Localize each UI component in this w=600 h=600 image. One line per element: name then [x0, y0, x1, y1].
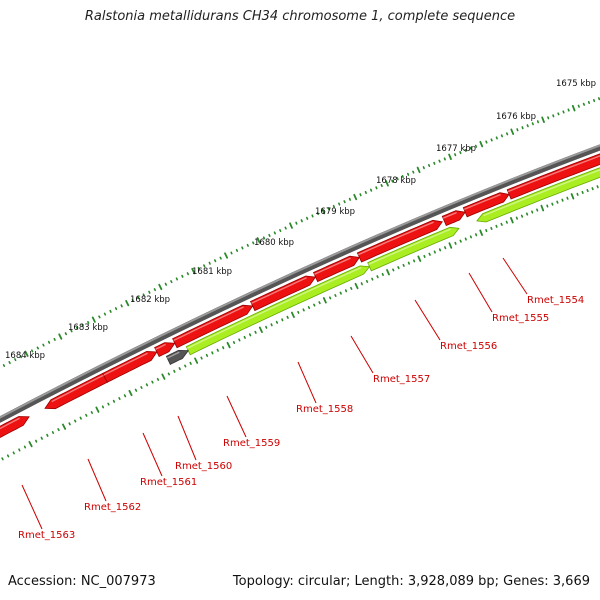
gene-label-rmet-1558: Rmet_1558: [296, 361, 353, 415]
gene-rmet-1555-body: [462, 192, 510, 218]
gene-rmet-1556-body: [441, 210, 466, 227]
gene-label-rmet-1563: Rmet_1563: [18, 484, 75, 541]
inner-ruler-ticks: [1, 185, 599, 461]
gene-label-text: Rmet_1554: [527, 295, 584, 306]
gene-label-rmet-1561: Rmet_1561: [140, 432, 197, 488]
ruler-label: 1684 kbp: [5, 351, 45, 361]
gene-rmet-1563-body: [0, 416, 30, 439]
accession-text: Accession: NC_007973: [8, 574, 156, 589]
gene-rmet-1561-body: [154, 342, 176, 358]
ruler-label: 1682 kbp: [130, 295, 170, 305]
gene-label-text: Rmet_1559: [223, 438, 280, 449]
reverse-strand-genes: [165, 167, 600, 365]
gene-reverse-a-body: [476, 167, 600, 223]
gene-rmet-1557-body: [356, 219, 444, 263]
forward-strand-genes: [0, 153, 600, 439]
gene-label-text: Rmet_1561: [140, 477, 197, 488]
ruler-label: 1680 kbp: [254, 238, 294, 248]
outer-tick-row: [2, 97, 600, 368]
gene-reverse-c-body: [185, 265, 371, 356]
ruler-label: 1677 kbp: [436, 144, 476, 154]
gene-rmet-1562b-body: [44, 372, 108, 410]
gene-label-rmet-1557: Rmet_1557: [350, 335, 430, 385]
gene-label-rmet-1554: Rmet_1554: [502, 257, 584, 306]
gene-label-text: Rmet_1558: [296, 404, 353, 415]
gene-rmet-1559-body: [249, 275, 317, 312]
topology-summary: Topology: circular; Length: 3,928,089 bp…: [232, 574, 590, 589]
outer-ruler-ticks: [2, 97, 600, 368]
gene-label-text: Rmet_1556: [440, 341, 497, 352]
gene-label-text: Rmet_1555: [492, 313, 549, 324]
gene-label-rmet-1556: Rmet_1556: [414, 299, 497, 352]
gene-rmet-1554-body: [506, 153, 600, 200]
gene-rmet-1558-body: [312, 255, 361, 283]
ruler-labels: 1675 kbp 1676 kbp 1677 kbp 1678 kbp 1679 kbp…: [5, 79, 596, 361]
gene-label-rmet-1560: Rmet_1560: [175, 415, 232, 472]
gene-rmet-1562-body: [102, 350, 158, 383]
ruler-label: 1679 kbp: [315, 207, 355, 217]
gene-label-text: Rmet_1563: [18, 530, 75, 541]
gene-labels: Rmet_1554 Rmet_1555 Rmet_1556 Rmet_1557 Rmet…: [18, 257, 584, 541]
ruler-label: 1675 kbp: [556, 79, 596, 89]
gene-label-rmet-1559: Rmet_1559: [223, 395, 280, 449]
gene-label-rmet-1555: Rmet_1555: [468, 272, 549, 324]
gene-reverse-b-body: [367, 226, 460, 272]
ruler-label: 1678 kbp: [376, 176, 416, 186]
gene-pseudo-body: [165, 349, 190, 365]
gene-label-text: Rmet_1557: [373, 374, 430, 385]
gene-label-rmet-1562: Rmet_1562: [84, 458, 141, 513]
map-title: Ralstonia metallidurans CH34 chromosome …: [84, 9, 516, 24]
ruler-label: 1681 kbp: [192, 267, 232, 277]
gene-rmet-1560-body: [172, 304, 254, 349]
backbone-arc: [0, 144, 600, 423]
gene-label-text: Rmet_1562: [84, 502, 141, 513]
inner-tick-row: [1, 185, 599, 461]
gene-label-text: Rmet_1560: [175, 461, 232, 472]
ruler-label: 1683 kbp: [68, 323, 108, 333]
ruler-label: 1676 kbp: [496, 112, 536, 122]
